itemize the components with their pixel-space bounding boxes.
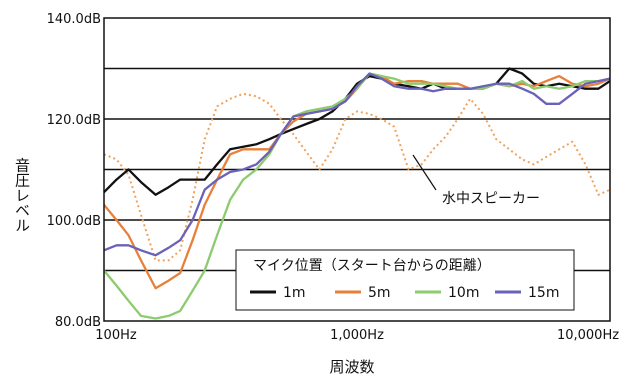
series-lines xyxy=(103,67,611,320)
x-tick-label: 1,000Hz xyxy=(330,328,384,343)
y-tick-label: 100.0dB xyxy=(47,214,101,229)
y-tick-label: 80.0dB xyxy=(55,315,101,330)
x-tick-label: 10,000Hz xyxy=(557,328,619,343)
series-line-1m xyxy=(103,67,611,196)
plot-area-border xyxy=(103,17,611,322)
annotation-leader-line xyxy=(412,154,437,191)
series-line-10m xyxy=(103,72,611,320)
legend-item-5m: 5m xyxy=(335,285,391,301)
y-tick-label: 120.0dB xyxy=(47,113,101,128)
legend: マイク位置（スタート台からの距離） 1m 5m 10m 15m xyxy=(235,249,575,311)
legend-label: 1m xyxy=(283,285,306,301)
legend-box xyxy=(235,249,575,311)
x-tick-label: 100Hz xyxy=(95,328,137,343)
legend-label: 5m xyxy=(368,285,391,301)
annotation-label: 水中スピーカー xyxy=(442,191,540,207)
legend-items: 1m 5m 10m 15m xyxy=(250,285,559,301)
y-tick-label: 140.0dB xyxy=(47,12,101,27)
legend-label: 10m xyxy=(448,285,479,301)
series-line-underwater-speaker xyxy=(103,92,611,262)
legend-item-15m: 15m xyxy=(495,285,559,301)
series-line-15m xyxy=(103,72,611,257)
legend-label: 15m xyxy=(528,285,559,301)
legend-item-10m: 10m xyxy=(415,285,479,301)
legend-item-1m: 1m xyxy=(250,285,306,301)
y-axis-label: 音圧レベル xyxy=(13,158,31,233)
legend-title: マイク位置（スタート台からの距離） xyxy=(253,257,491,274)
x-axis-label: 周波数 xyxy=(329,358,374,376)
